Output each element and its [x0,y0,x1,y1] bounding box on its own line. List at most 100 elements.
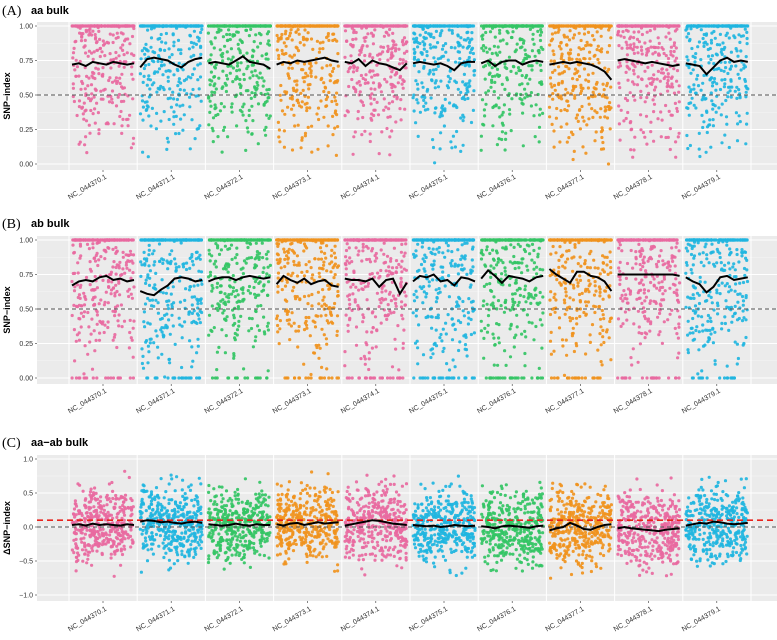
snp-point [302,80,306,84]
snp-point [154,127,158,131]
snp-point [291,24,295,28]
snp-point [729,24,733,28]
snp-point [255,80,259,85]
snp-point [532,114,536,118]
snp-point [181,265,186,269]
snp-point [572,149,576,153]
snp-point [161,333,165,337]
snp-point [235,64,240,68]
snp-point [599,50,604,54]
snp-point [724,66,728,70]
snp-point [514,48,518,52]
snp-point [172,44,176,48]
snp-point [421,85,425,89]
snp-point [146,344,150,348]
snp-point [468,79,472,83]
snp-point [626,78,630,82]
snp-point [355,81,359,85]
snp-point [498,31,502,35]
snp-point [493,80,497,84]
snp-point [433,81,437,85]
snp-point [159,24,163,28]
snp-point [368,52,372,56]
snp-point [431,68,436,72]
snp-point [651,52,655,56]
snp-point [430,79,434,83]
snp-point [711,107,715,111]
snp-point [511,64,515,69]
snp-point [363,39,367,43]
snp-point [575,78,579,82]
snp-point [119,273,123,277]
snp-point [633,135,637,139]
snp-point [122,99,126,103]
snp-point [239,314,243,318]
snp-point [76,261,80,265]
snp-point [223,292,227,296]
snp-point [174,24,178,28]
snp-point [451,104,456,108]
snp-point [290,66,294,70]
snp-point [240,110,244,114]
snp-point [537,140,541,144]
snp-point [356,66,360,70]
snp-point [433,60,437,64]
snp-point [425,50,429,54]
snp-point [677,100,681,104]
snp-point [479,148,483,152]
snp-point [291,103,296,107]
snp-point [113,310,117,314]
snp-point [604,108,608,112]
snp-point [264,133,268,137]
snp-point [240,39,244,44]
snp-point [531,32,535,36]
snp-point [583,27,587,31]
snp-point [384,105,388,109]
snp-point [287,24,291,28]
snp-point [222,301,226,305]
snp-point [170,313,174,317]
snp-point [223,317,227,321]
snp-point [424,36,428,40]
snp-point [565,43,569,47]
snp-point [402,36,407,40]
snp-point [115,238,119,242]
snp-point [242,77,246,82]
snp-point [121,43,125,47]
snp-point [116,319,120,323]
snp-point [505,42,509,46]
snp-point [434,29,438,33]
snp-point [510,35,514,40]
snp-point [504,131,508,135]
snp-point [587,102,591,106]
snp-point [702,44,706,49]
snp-point [217,76,221,80]
snp-point [488,47,492,51]
snp-point [653,45,657,50]
snp-point [208,78,212,82]
snp-point [486,89,491,93]
snp-point [182,113,186,117]
snp-point [685,35,689,39]
snp-point [169,292,173,296]
snp-point [352,24,356,28]
snp-point [373,24,377,28]
snp-point [618,138,622,142]
snp-point [385,126,389,131]
snp-point [528,77,532,81]
snp-point [89,269,93,273]
snp-point [673,59,677,63]
snp-point [181,103,185,107]
snp-point [141,354,145,358]
snp-point [182,24,187,28]
snp-point [220,150,224,154]
snp-point [436,64,440,68]
snp-point [394,120,398,124]
snp-point [110,24,115,28]
snp-point [93,107,97,111]
snp-point [425,54,429,58]
snp-point [168,55,172,59]
snp-point [109,292,113,296]
snp-point [83,344,87,348]
snp-point [576,69,580,73]
